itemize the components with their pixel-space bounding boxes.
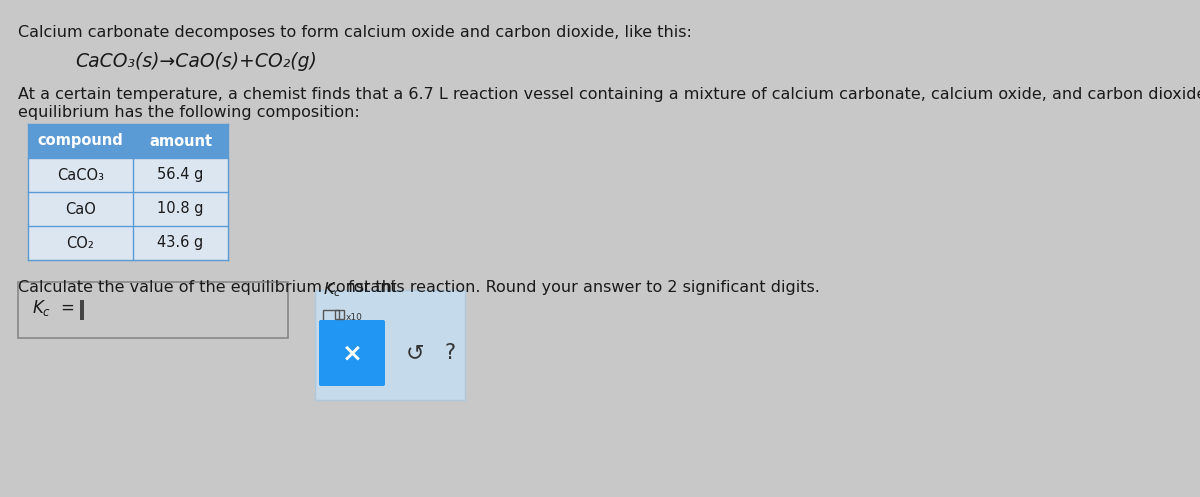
Text: amount: amount xyxy=(149,134,212,149)
Text: CO₂: CO₂ xyxy=(66,236,95,250)
Bar xyxy=(28,226,228,260)
Text: $K_c$: $K_c$ xyxy=(323,280,341,299)
Text: for this reaction. Round your answer to 2 significant digits.: for this reaction. Round your answer to … xyxy=(343,280,820,295)
Text: ↺: ↺ xyxy=(406,343,425,363)
Text: =: = xyxy=(60,299,74,317)
Text: $K_c$: $K_c$ xyxy=(32,298,52,318)
Text: At a certain temperature, a chemist finds that a 6.7 L reaction vessel containin: At a certain temperature, a chemist find… xyxy=(18,87,1200,102)
Bar xyxy=(80,300,84,320)
Text: x10: x10 xyxy=(346,313,362,322)
Text: 43.6 g: 43.6 g xyxy=(157,236,204,250)
Bar xyxy=(28,192,228,226)
Text: Calcium carbonate decomposes to form calcium oxide and carbon dioxide, like this: Calcium carbonate decomposes to form cal… xyxy=(18,25,692,40)
Text: CaO: CaO xyxy=(65,201,96,217)
Text: Calculate the value of the equilibrium constant: Calculate the value of the equilibrium c… xyxy=(18,280,402,295)
Bar xyxy=(314,290,466,400)
Bar xyxy=(323,310,340,324)
Bar xyxy=(18,282,288,338)
FancyBboxPatch shape xyxy=(319,320,385,386)
Bar xyxy=(335,310,344,319)
Text: CaCO₃(s)→CaO(s)+CO₂(g): CaCO₃(s)→CaO(s)+CO₂(g) xyxy=(74,52,317,71)
Text: 10.8 g: 10.8 g xyxy=(157,201,204,217)
Text: equilibrium has the following composition:: equilibrium has the following compositio… xyxy=(18,105,360,120)
Text: ?: ? xyxy=(444,343,456,363)
Bar xyxy=(28,124,228,158)
Text: compound: compound xyxy=(37,134,124,149)
Text: CaCO₃: CaCO₃ xyxy=(58,167,104,182)
Text: 56.4 g: 56.4 g xyxy=(157,167,204,182)
Bar xyxy=(28,158,228,192)
Text: ×: × xyxy=(342,341,362,365)
